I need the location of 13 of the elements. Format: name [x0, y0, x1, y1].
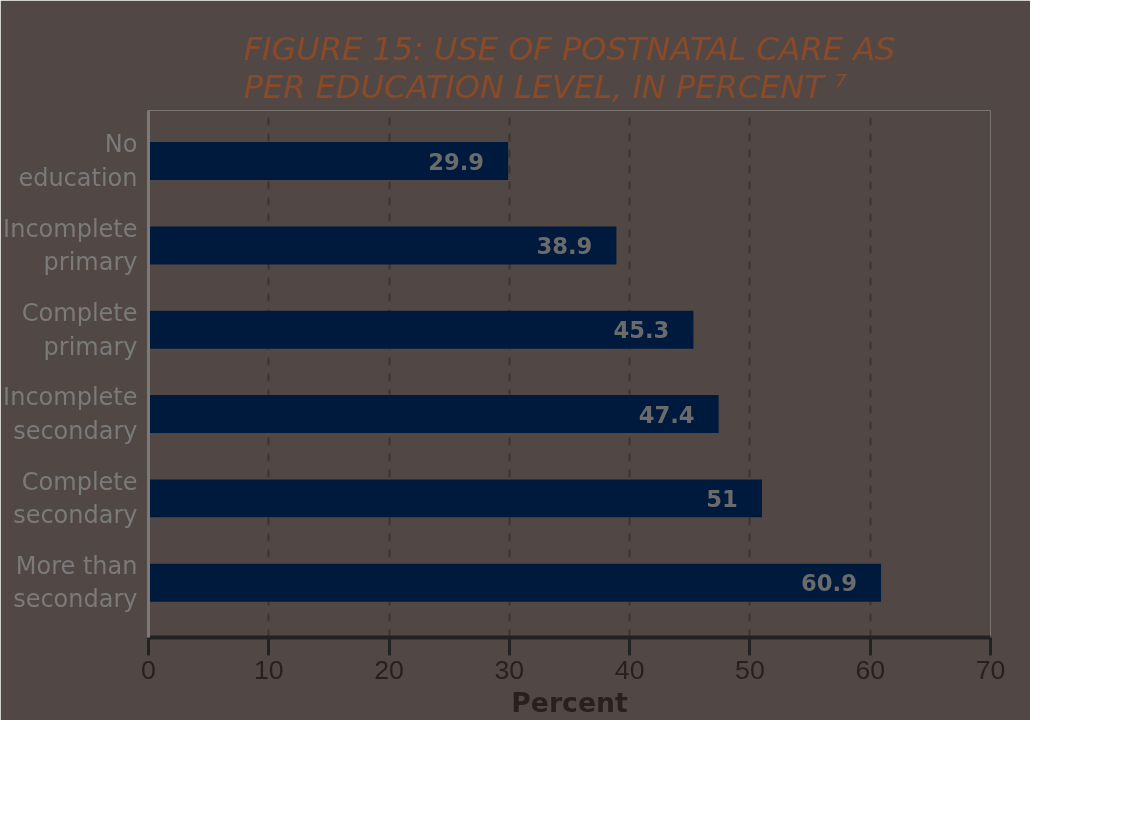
data-label: 38.9 — [536, 232, 593, 259]
bar — [148, 226, 617, 265]
data-label: 51 — [706, 485, 738, 512]
bar — [148, 479, 762, 518]
bar — [148, 310, 694, 349]
data-label: 29.9 — [428, 148, 485, 175]
data-label: 47.4 — [638, 401, 695, 428]
bar — [148, 142, 509, 181]
bar — [148, 395, 719, 434]
chart-title: FIGURE 15: USE OF POSTNATAL CARE AS PER EDUCATION LEVEL, IN PERCENT ⁷ — [243, 29, 896, 106]
bar — [148, 563, 882, 602]
data-label: 45.3 — [613, 317, 670, 344]
data-label: 60.9 — [801, 570, 857, 597]
